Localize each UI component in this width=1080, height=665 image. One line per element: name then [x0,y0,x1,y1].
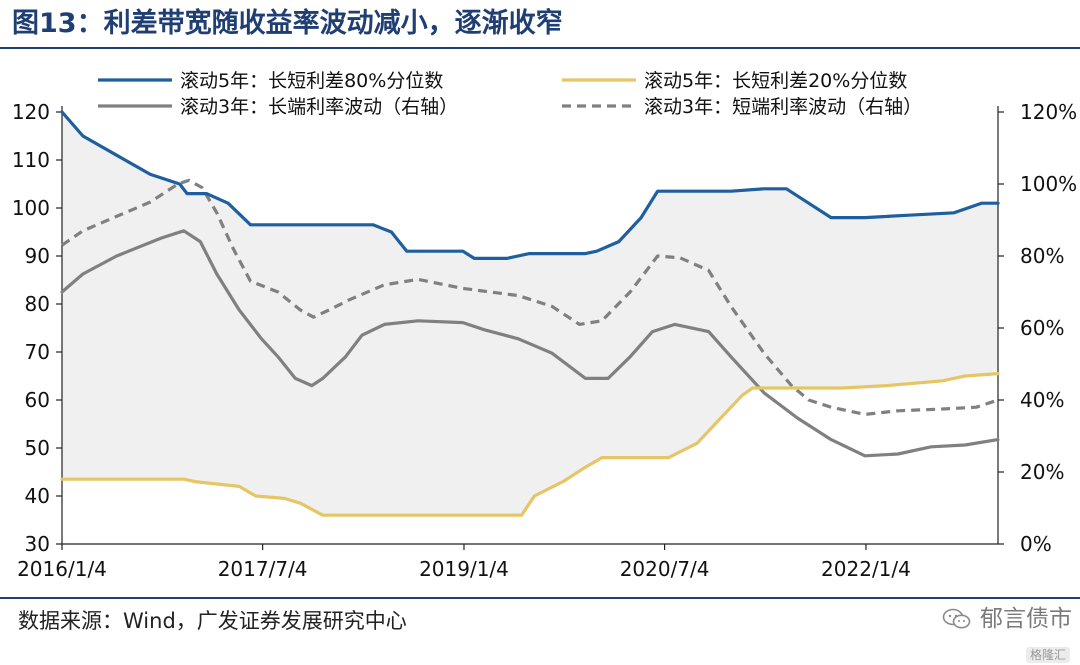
right-tick-label: 0% [1020,532,1052,556]
left-tick-label: 40 [25,484,50,508]
right-tick-label: 80% [1020,244,1064,268]
left-tick-label: 50 [25,436,50,460]
series-line-3 [61,178,999,416]
shaded-band-layer [62,112,998,516]
source-note: 数据来源：Wind，广发证券发展研究中心 [18,609,407,633]
series-line-1 [60,372,1000,517]
corner-mark: 格隆汇 [1025,647,1070,663]
right-tick-label: 60% [1020,316,1064,340]
legend-layer: 滚动5年：长短利差80%分位数 滚动5年：长短利差20%分位数滚动3年：长端利率波… [98,70,922,118]
x-tick-label: 2016/1/4 [17,557,107,581]
band-area [62,112,998,516]
watermark-text: 郁言债市 [980,606,1072,632]
left-tick-label: 100 [12,196,50,220]
legend-label-2: 滚动3年：长端利率波动（右轴） [180,96,458,118]
right-tick-label: 100% [1020,172,1077,196]
wechat-icon [942,608,971,629]
right-tick-label: 120% [1020,100,1077,124]
left-tick-label: 70 [25,340,50,364]
left-tick-label: 110 [12,148,50,172]
axes-layer: 120 110 100 90 80 70 60 50 40 30 120% 100% 80% 60% 40%… [12,100,1077,581]
left-tick-label: 80 [25,292,50,316]
left-tick-label: 30 [25,532,50,556]
x-tick-label: 2017/7/4 [218,557,308,581]
x-tick-label: 2020/7/4 [620,557,710,581]
series-layer [60,110,1000,517]
legend-label-1: 滚动5年：长短利差20%分位数 [644,70,907,92]
left-tick-label: 90 [25,244,50,268]
left-tick-label: 120 [12,100,50,124]
chart-title: 图13：利差带宽随收益率波动减小，逐渐收窄 [12,8,563,39]
top-rule [0,47,1080,49]
x-tick-label: 2019/1/4 [419,557,509,581]
x-tick-label: 2022/1/4 [821,557,911,581]
bottom-rule [0,597,1080,599]
chart: 120 110 100 90 80 70 60 50 40 30 120% 100% 80% 60% 40%… [12,70,1077,581]
left-tick-label: 60 [25,388,50,412]
legend-label-0: 滚动5年：长短利差80%分位数 [180,70,443,92]
legend-label-3: 滚动3年：短端利率波动（右轴） [644,96,922,118]
right-tick-label: 20% [1020,460,1064,484]
right-tick-label: 40% [1020,388,1064,412]
watermark: 郁言债市 [942,602,1072,636]
series-line-0 [60,110,1000,260]
series-line-2 [60,229,1000,458]
